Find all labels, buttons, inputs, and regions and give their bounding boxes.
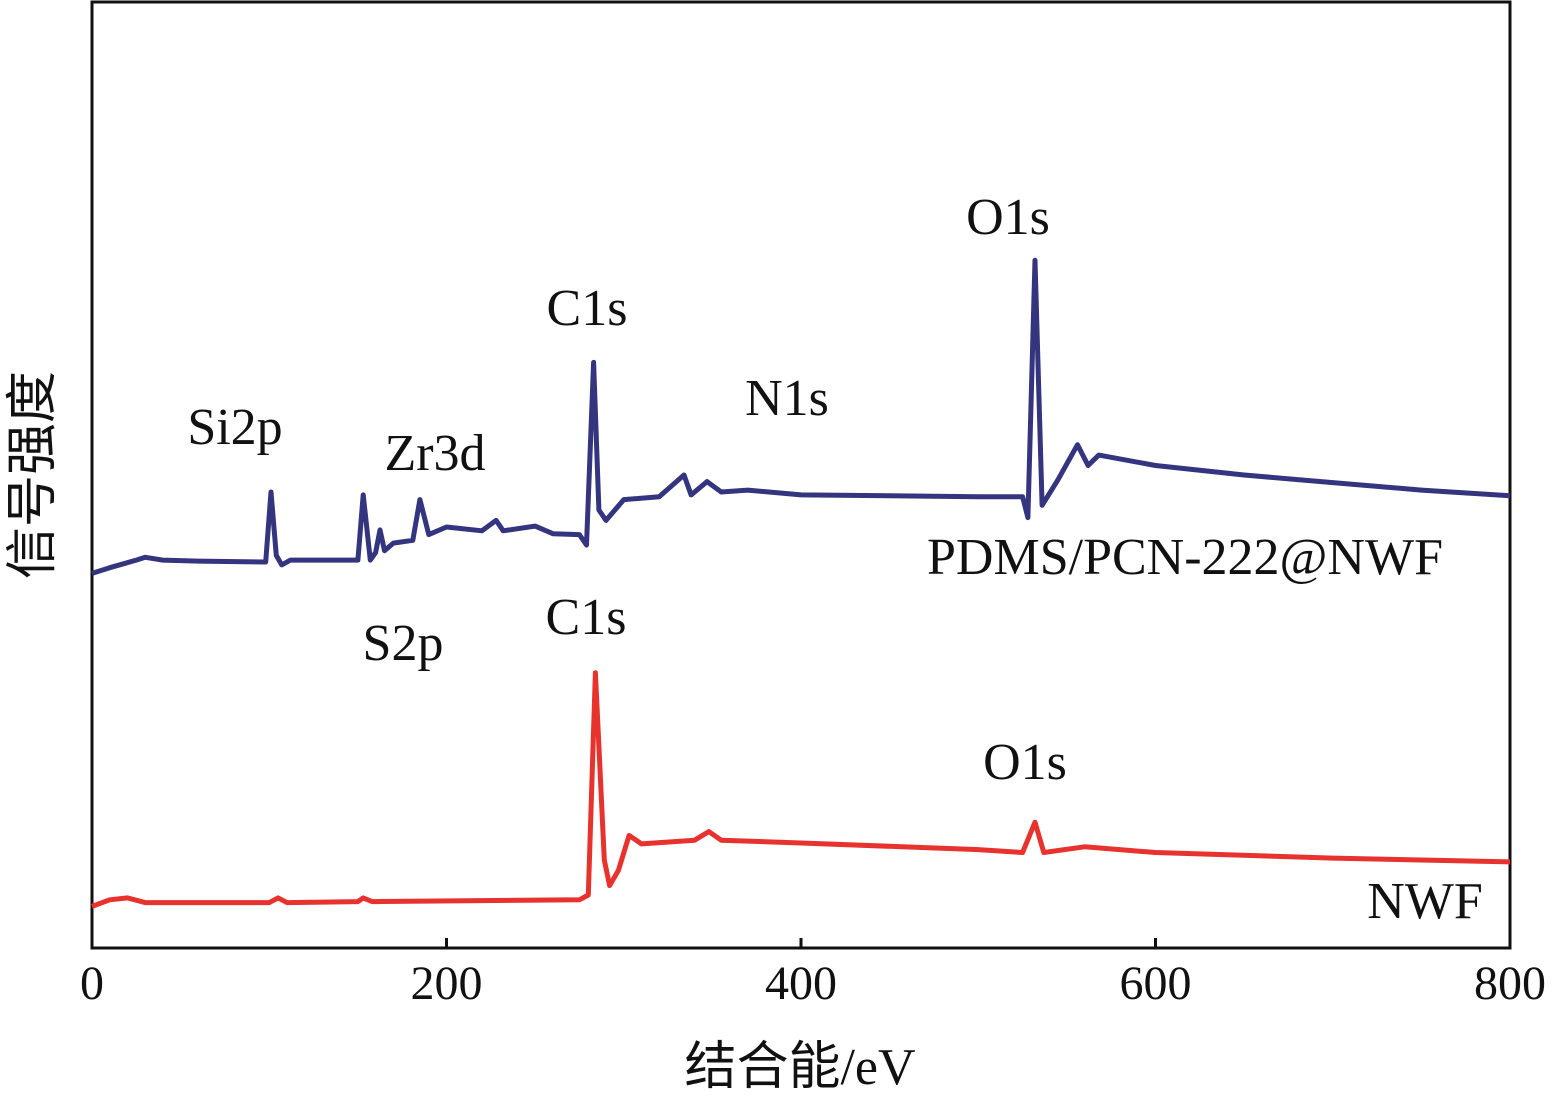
peak-annotation: O1s (966, 189, 1050, 246)
peak-annotation: S2p (363, 615, 444, 672)
peak-annotation: C1s (546, 589, 627, 646)
x-tick-label: 0 (80, 957, 104, 1010)
x-tick-label: 400 (765, 957, 837, 1010)
series-line (91, 670, 1511, 909)
series-line (91, 257, 1511, 576)
peak-annotation: C1s (547, 280, 628, 337)
peak-annotation: Zr3d (384, 425, 485, 482)
x-tick-label: 200 (411, 957, 483, 1010)
y-axis-label: 信号强度 (5, 371, 62, 579)
peak-annotation: O1s (983, 734, 1067, 791)
peak-annotation: Si2p (187, 399, 282, 456)
series-label: NWF (1367, 873, 1483, 930)
series-label: PDMS/PCN-222@NWF (927, 529, 1443, 586)
peak-annotation: N1s (745, 370, 829, 427)
x-axis-label: 结合能/eV (684, 1039, 915, 1096)
plot-frame (90, 0, 1512, 950)
x-tick-label: 600 (1120, 957, 1192, 1010)
x-tick-label: 800 (1474, 957, 1546, 1010)
